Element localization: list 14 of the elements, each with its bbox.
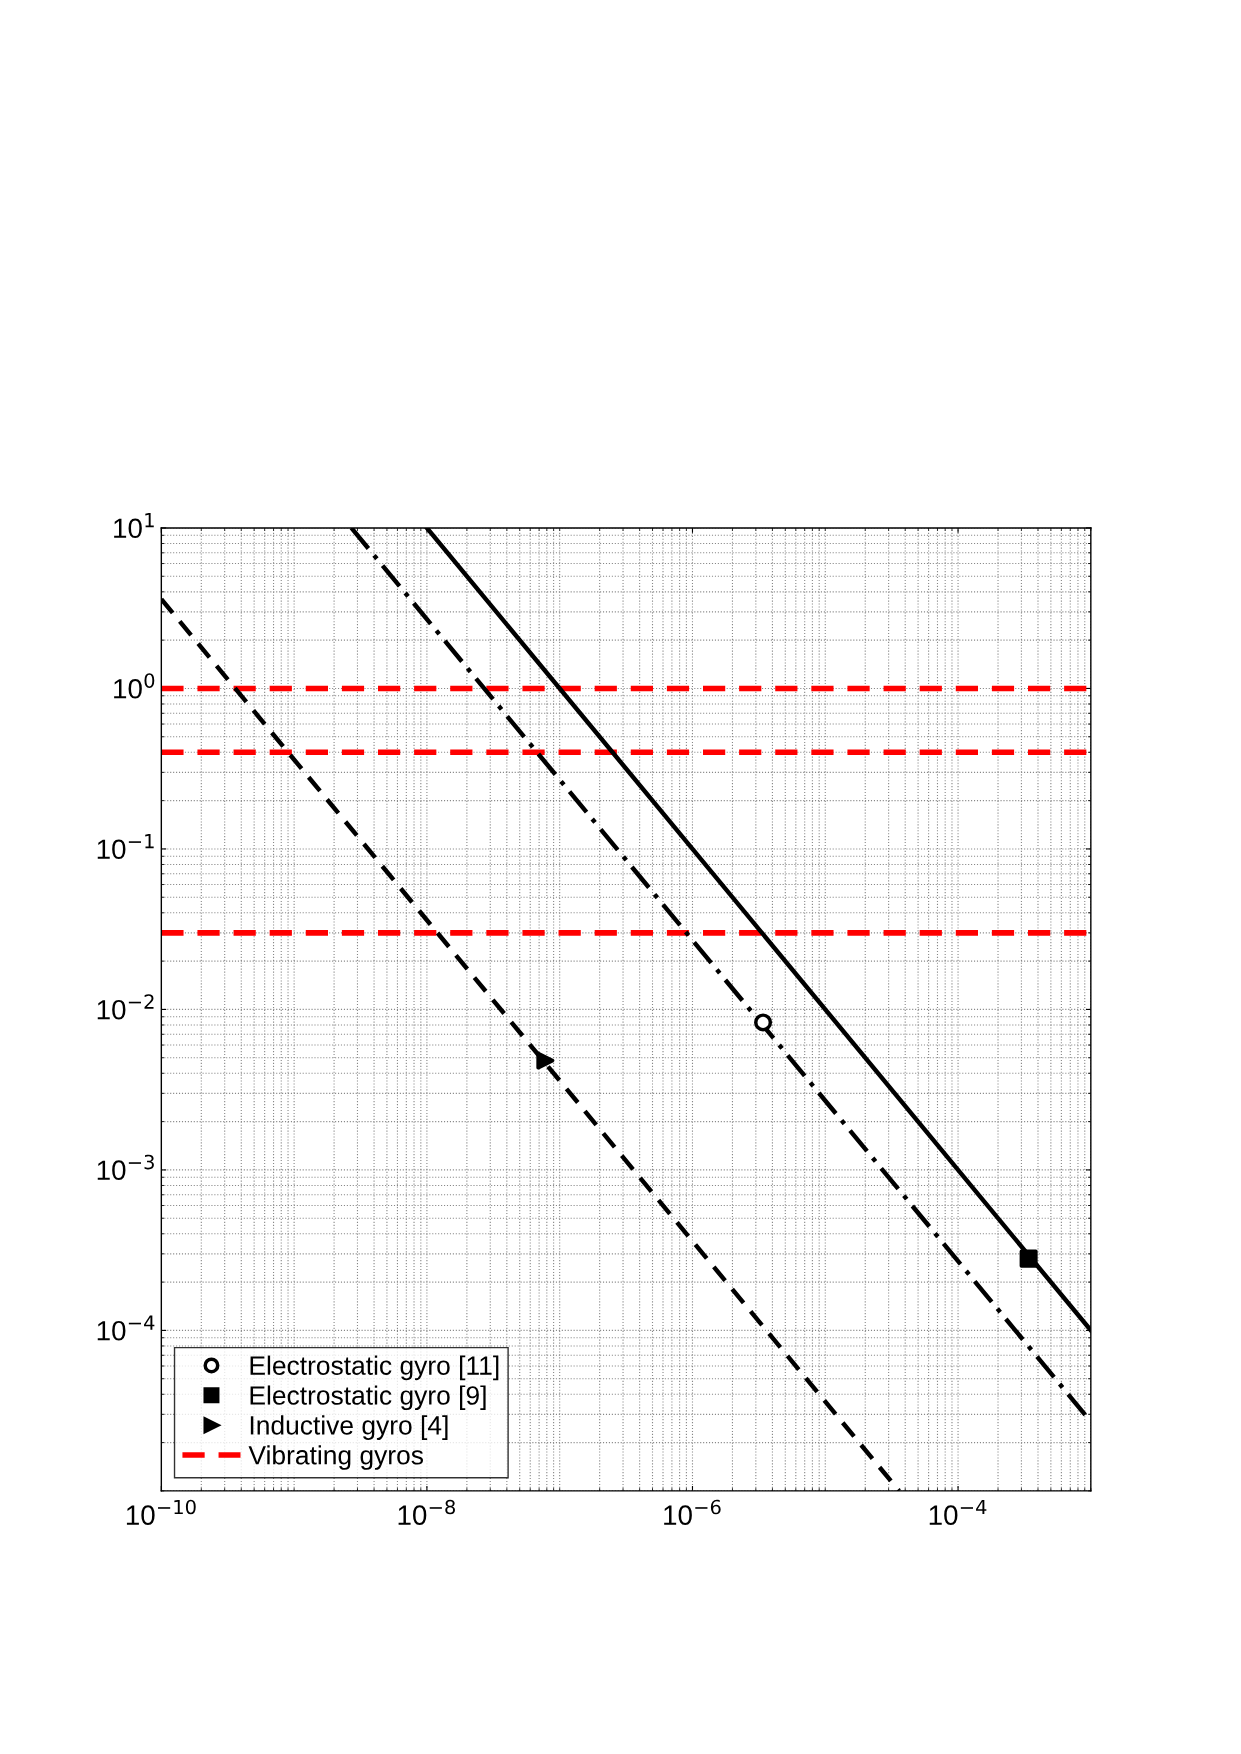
y-tick-label: 10$^{−2}$ [97,994,154,1020]
legend-label: Vibrating gyros [248,1445,424,1470]
y-tick-label: 10$^{−4}$ [97,1315,155,1341]
legend-label: Inductive gyro [4] [250,1415,448,1440]
legend-label: Electrostatic gyro [9] [250,1385,486,1411]
y-tick-label: 10$^{0}$ [114,673,155,699]
x-tick-label: 10$^{−6}$ [664,1499,721,1525]
y-tick-label: 10$^{−3}$ [97,1154,154,1181]
x-tick-label: 10$^{−8}$ [398,1499,455,1525]
y-tick-label: 10$^{−1}$ [97,834,154,860]
legend-label: Electrostatic gyro [11] [250,1355,499,1381]
x-tick-label: 10$^{−4}$ [929,1499,987,1525]
y-tick-label: 10$^{1}$ [114,513,154,539]
x-tick-label: 10$^{−10}$ [126,1499,196,1525]
